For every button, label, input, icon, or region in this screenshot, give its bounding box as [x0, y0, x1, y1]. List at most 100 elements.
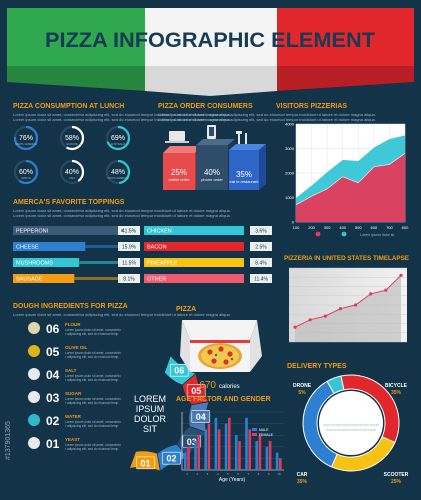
legend-male-label: MALE [259, 428, 269, 432]
dough-desc: Lorem ipsum dolor sit amet, consectetu [65, 328, 121, 332]
yeast-icon [28, 437, 40, 449]
flag-green [7, 8, 145, 66]
pizza-section: PIZZA 670 calories [176, 306, 262, 391]
topping-pct: 2.5% [255, 244, 267, 250]
donut-arc [105, 159, 131, 185]
laptop-icon [165, 131, 189, 143]
visitors-xtick: 800 [402, 225, 409, 230]
age-bar-female [187, 446, 190, 470]
visitors-series-line-0 [295, 134, 406, 198]
topping-bar-bacon [144, 242, 244, 251]
timelapse-line [294, 275, 402, 328]
topping-bar-sausage [13, 274, 75, 283]
consumer-bar-online-top [163, 146, 202, 153]
delivery-drone-pct: 5% [298, 390, 306, 396]
age-xlabel: Age (Years) [219, 477, 246, 483]
age-bar-male [204, 429, 207, 470]
visitors-chart: 0 1000 2000 3000 4000 100 200 300 400 500 600 700 80… [285, 122, 409, 238]
timelapse-title: PIZZERIA IN UNITED STATES TIMELAPSE [284, 255, 410, 262]
toppings-section: AMERCA'S FAVORITE TOPPINGS Lorem ipsum d… [13, 199, 272, 283]
visitors-xtick: 700 [386, 225, 393, 230]
donut-pct: 69% [111, 135, 125, 142]
dough-name: SUGAR [65, 391, 82, 396]
visitors-xtick: 200 [308, 225, 315, 230]
visitors-ytick: 0 [292, 220, 295, 225]
topping-pct: 11.5% [122, 260, 136, 266]
age-xtick: 3 [207, 472, 209, 476]
donut-label: NORTH AMERICA [15, 142, 37, 146]
pizza-calories-label: calories [219, 384, 240, 390]
pizza-title: PIZZA [176, 306, 196, 313]
visitors-ytick: 4000 [285, 122, 295, 127]
age-xtick: 5 [227, 472, 229, 476]
topping-pct: 3.6% [255, 228, 267, 234]
dough-number: 05 [46, 345, 60, 359]
timelapse-point [369, 292, 373, 296]
lorem-big-2: IPSUM [136, 404, 165, 414]
visitors-xtick: 100 [293, 225, 300, 230]
flour-icon [28, 322, 40, 334]
consumption-desc: Lorem ipsum dolor sit amet, consectetur … [13, 112, 231, 117]
consumers-desc-2: Lorem ipsum dolor sit amet, consectetur … [158, 117, 376, 122]
delivery-car-pct: 35% [297, 479, 308, 485]
topping-label: MUSHROOMS [16, 261, 53, 267]
visitors-xtick: 300 [324, 225, 331, 230]
visitors-legend-dot [315, 231, 321, 237]
dough-title: DOUGH INGREDIENTS FOR PIZZA [13, 303, 128, 310]
timelapse-point [399, 273, 403, 277]
timelapse-point [338, 307, 343, 311]
dough-desc: r adipiscing elit, sed do eiusmod temp [65, 332, 119, 336]
consumer-label-online: online order [168, 177, 190, 182]
dough-ring-badge [162, 451, 181, 465]
age-bar-male [235, 435, 238, 470]
delivery-center [319, 391, 383, 455]
donut-label: EUROPE [67, 142, 78, 146]
watermark-id: #137901365 [5, 421, 12, 460]
age-xtick: 9 [268, 472, 270, 476]
consumer-bar-restaurant-top [229, 144, 266, 150]
age-bar-male [224, 423, 228, 470]
visitors-legend-text: Lorem ipsum dolor sit [360, 233, 394, 237]
lorem-big-1: LOREM [134, 394, 166, 404]
topping-pct: 8.1% [123, 276, 135, 282]
dough-ring-number: 05 [191, 386, 201, 396]
topping-pct: 8.4% [255, 260, 267, 266]
consumer-bar-phone [196, 145, 228, 190]
consumers-title: PIZZA ORDER CONSUMERS [158, 103, 253, 110]
dough-desc: Lorem ipsum dolor sit amet, consectetu [65, 351, 121, 355]
header-flag: PIZZA INFOGRAPHIC ELEMENT [7, 8, 414, 96]
donut-pct: 76% [19, 135, 33, 142]
donut-arc [13, 159, 39, 185]
timelapse-point [384, 288, 388, 292]
age-xtick: 1 [186, 472, 188, 476]
age-xtick: 7 [247, 472, 249, 476]
topping-label: PEPPERONI [16, 229, 49, 235]
consumption-title: PIZZA CONSUMPTION AT LUNCH [13, 103, 124, 110]
dough-ring-badge [191, 410, 211, 423]
dough-section: DOUGH INGREDIENTS FOR PIZZA Lorem ipsum … [13, 303, 231, 472]
consumer-pct-phone: 40% [204, 168, 220, 177]
lorem-big-3: DOLOR [134, 414, 167, 424]
delivery-slice-car [302, 380, 338, 468]
sugar-icon [28, 391, 40, 403]
topping-pct-box [118, 226, 140, 235]
dough-desc: r adipiscing elit, sed do eiusmod temp [65, 401, 119, 405]
timelapse-point [308, 318, 312, 322]
water-icon [28, 414, 40, 426]
topping-pct-box [250, 226, 272, 235]
topping-bar-mushrooms [13, 258, 80, 267]
age-bar-male [184, 452, 187, 470]
dough-ring: 01 02 03 04 05 06 [128, 354, 211, 472]
dough-number: 01 [46, 437, 60, 451]
age-bar-female [258, 435, 262, 470]
consumer-label-phone: phone order [201, 177, 223, 182]
dough-ring-badge [136, 456, 155, 470]
visitors-title: VISITORS PIZZERIAS [276, 103, 347, 110]
toppings-title: AMERCA'S FAVORITE TOPPINGS [13, 199, 125, 206]
dough-desc: Lorem ipsum dolor sit amet, consectetu [65, 443, 121, 447]
donut-label: SOUTH AMERICA [107, 176, 129, 180]
donut-pct: 40% [65, 169, 79, 176]
dough-ring-badge [169, 363, 189, 377]
